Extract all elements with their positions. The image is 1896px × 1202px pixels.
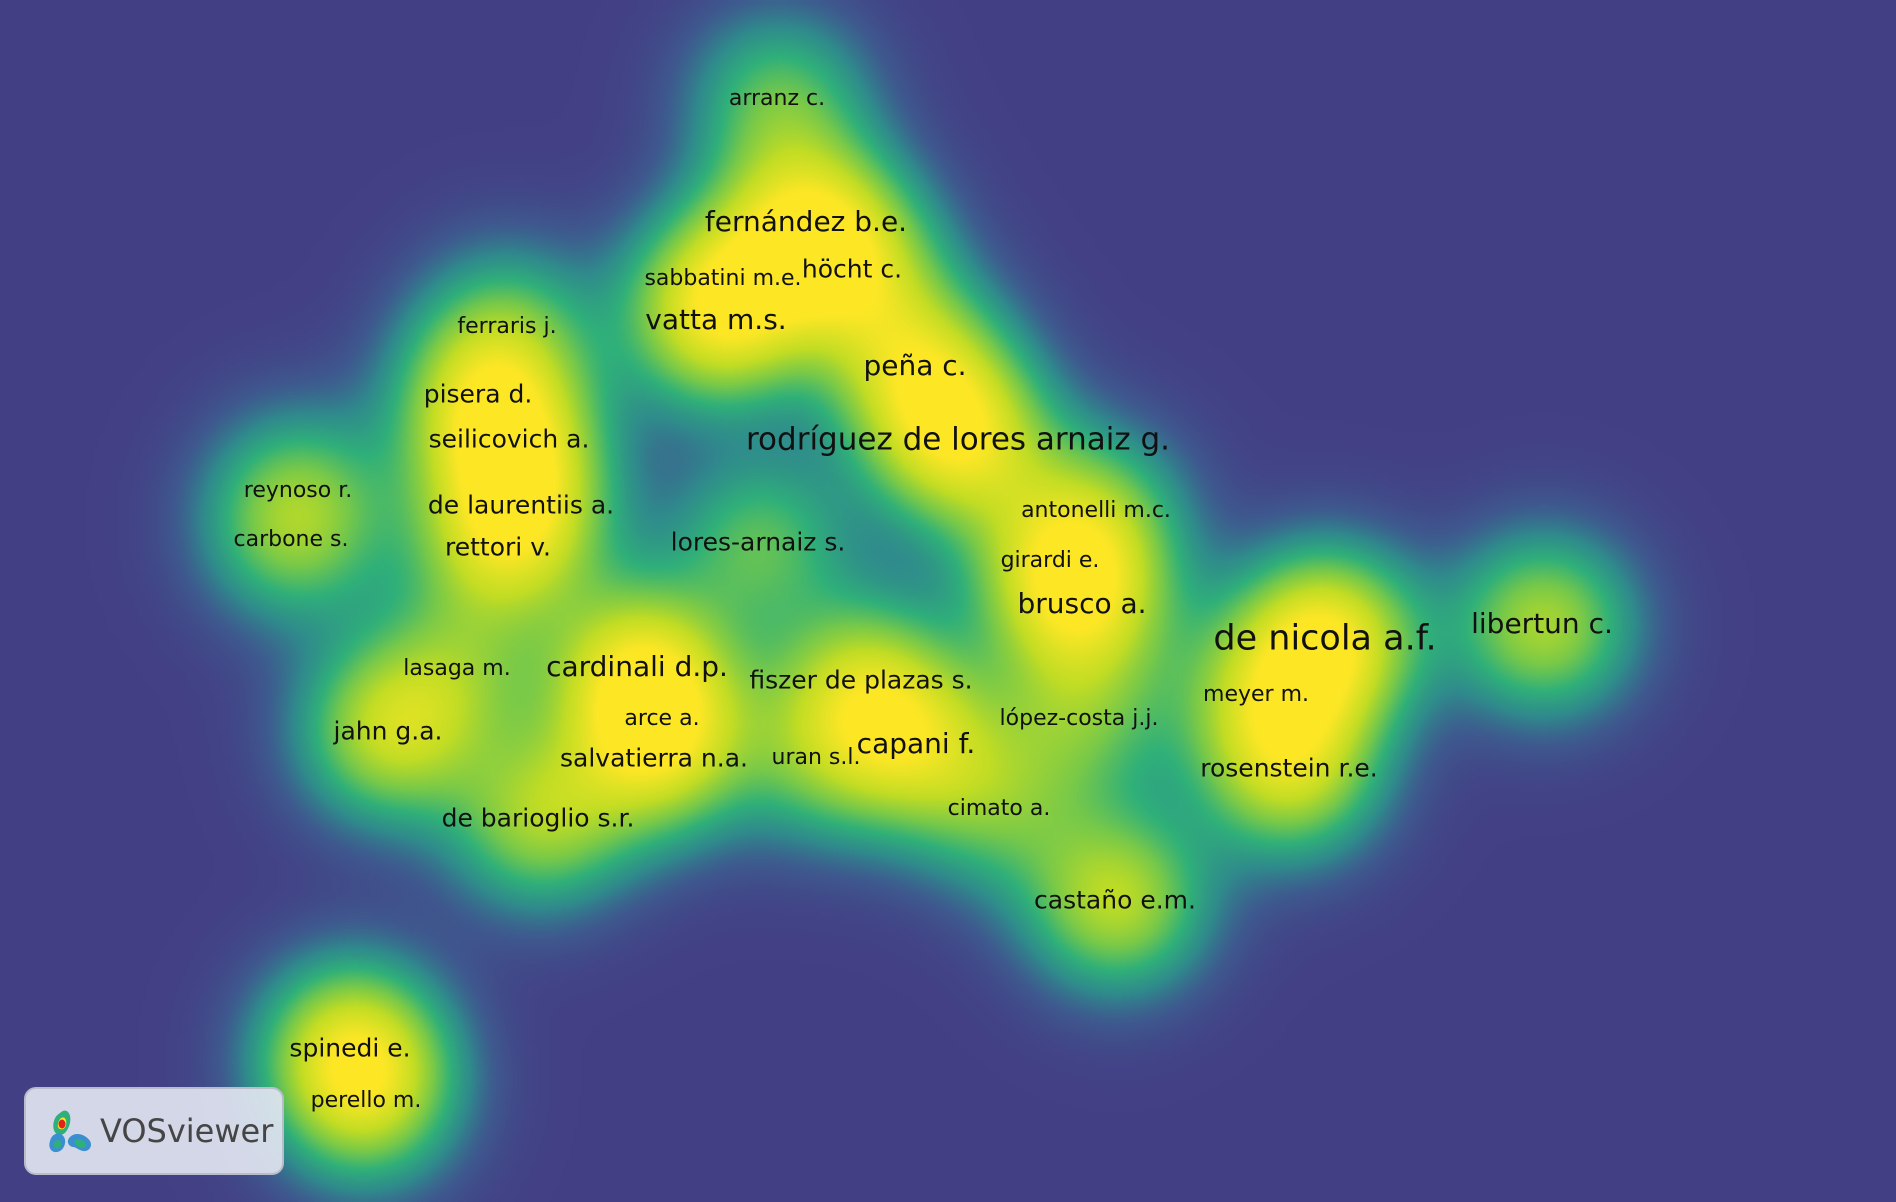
author-label-hocht[interactable]: höcht c. [801, 254, 903, 284]
author-label-rettori[interactable]: rettori v. [445, 532, 551, 562]
author-label-fiszer[interactable]: fiszer de plazas s. [749, 665, 973, 695]
author-label-jahn[interactable]: jahn g.a. [333, 716, 443, 746]
author-label-pena[interactable]: peña c. [863, 349, 967, 382]
vosviewer-logo: VOSviewer [24, 1087, 284, 1175]
author-label-reynoso[interactable]: reynoso r. [243, 478, 353, 503]
author-label-rodriguez[interactable]: rodríguez de lores arnaiz g. [745, 421, 1171, 458]
author-label-fernandez[interactable]: fernández b.e. [704, 205, 908, 238]
author-label-arranz[interactable]: arranz c. [728, 86, 826, 111]
author-label-sabbatini[interactable]: sabbatini m.e. [644, 266, 802, 291]
author-label-girardi[interactable]: girardi e. [1000, 548, 1100, 573]
author-label-carbone[interactable]: carbone s. [233, 527, 349, 552]
author-label-antonelli[interactable]: antonelli m.c. [1021, 498, 1171, 523]
author-label-denicola[interactable]: de nicola a.f. [1213, 618, 1437, 659]
author-label-cimato[interactable]: cimato a. [947, 796, 1051, 821]
author-label-lopezcosta[interactable]: lópez-costa j.j. [999, 706, 1159, 731]
author-label-seilicovich[interactable]: seilicovich a. [428, 424, 590, 454]
author-label-lasaga[interactable]: lasaga m. [403, 656, 511, 681]
author-label-libertun[interactable]: libertun c. [1471, 607, 1613, 640]
author-label-cardinali[interactable]: cardinali d.p. [546, 650, 728, 683]
author-label-uran[interactable]: uran s.l. [771, 745, 861, 770]
author-label-loresarnaiz[interactable]: lores-arnaiz s. [670, 527, 846, 557]
author-label-brusco[interactable]: brusco a. [1017, 587, 1147, 620]
author-label-vatta[interactable]: vatta m.s. [645, 303, 787, 336]
author-label-ferraris[interactable]: ferraris j. [457, 314, 557, 339]
vosviewer-logo-text: VOSviewer [100, 1112, 274, 1150]
author-label-capani[interactable]: capani f. [856, 727, 976, 760]
author-label-arce[interactable]: arce a. [624, 706, 700, 731]
author-label-debarioglio[interactable]: de barioglio s.r. [441, 803, 635, 833]
author-label-salvatierra[interactable]: salvatierra n.a. [560, 743, 748, 773]
author-label-pisera[interactable]: pisera d. [423, 379, 533, 409]
author-label-castano[interactable]: castaño e.m. [1034, 885, 1196, 915]
vosviewer-logo-icon [49, 1110, 92, 1153]
author-label-perello[interactable]: perello m. [310, 1088, 422, 1113]
author-label-spinedi[interactable]: spinedi e. [289, 1033, 411, 1063]
author-label-delaurentiis[interactable]: de laurentiis a. [427, 490, 615, 520]
author-label-meyer[interactable]: meyer m. [1203, 682, 1309, 707]
author-label-rosenstein[interactable]: rosenstein r.e. [1200, 753, 1378, 783]
